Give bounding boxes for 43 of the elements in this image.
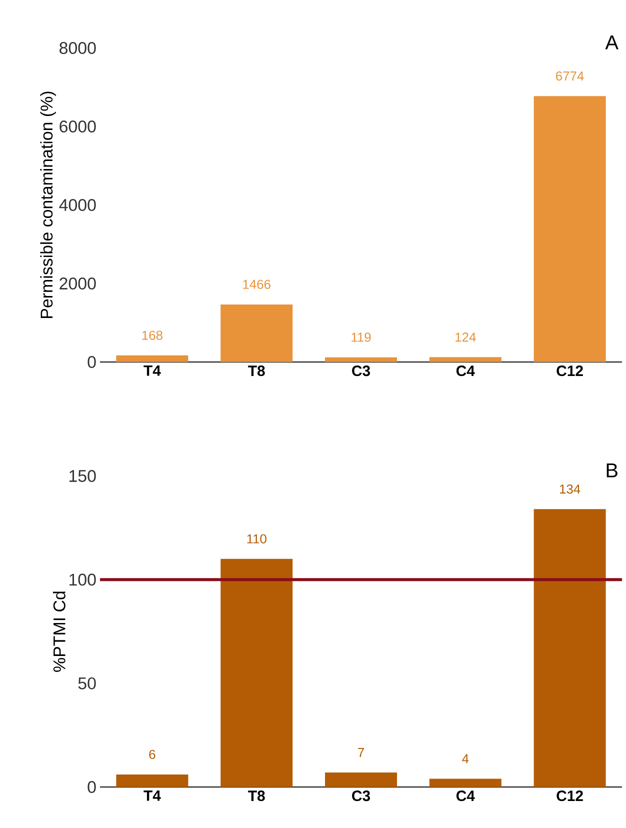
y-tick-label: 4000 <box>59 198 96 211</box>
bar <box>116 774 188 787</box>
data-label: 1466 <box>243 280 270 289</box>
bar <box>325 772 398 787</box>
y-axis-title: %PTMI Cd <box>52 592 66 672</box>
bar <box>429 357 502 362</box>
x-tick-label: T4 <box>144 366 161 376</box>
bar <box>534 509 606 787</box>
x-tick-label: C3 <box>352 790 370 802</box>
data-label: 134 <box>560 484 580 494</box>
data-label: 7 <box>358 748 364 757</box>
y-tick-label: 2000 <box>60 277 96 290</box>
y-tick-label: 150 <box>70 470 96 482</box>
data-label: 119 <box>352 332 371 342</box>
y-tick-label: 100 <box>70 574 96 586</box>
data-label: 6774 <box>556 71 584 81</box>
y-axis-title: Permissible contamination (%) <box>40 92 56 318</box>
x-tick-label: T4 <box>144 790 161 801</box>
y-tick-label: 50 <box>78 677 96 690</box>
y-tick-label: 8000 <box>60 42 96 54</box>
data-label: 168 <box>142 330 162 340</box>
bar <box>116 355 188 362</box>
y-tick-label: 0 <box>88 781 96 793</box>
data-label: 4 <box>462 754 469 764</box>
data-label: 6 <box>149 750 156 760</box>
x-tick-label: C12 <box>556 366 583 376</box>
chart-title: A <box>605 36 618 50</box>
chart-title: B <box>606 464 618 478</box>
y-tick-label: 6000 <box>60 120 96 132</box>
bar <box>325 357 398 362</box>
bar <box>534 96 606 362</box>
x-tick-label: C4 <box>456 366 475 376</box>
x-tick-label: C4 <box>456 790 475 802</box>
data-label: 110 <box>247 534 266 544</box>
bar <box>429 778 502 787</box>
x-tick-label: T8 <box>248 366 265 376</box>
bar <box>220 304 293 362</box>
x-tick-label: C12 <box>556 790 583 802</box>
x-tick-label: C3 <box>352 366 370 376</box>
y-tick-label: 0 <box>88 356 96 368</box>
x-tick-label: T8 <box>248 790 265 802</box>
data-label: 124 <box>456 332 476 342</box>
bar <box>220 558 293 787</box>
